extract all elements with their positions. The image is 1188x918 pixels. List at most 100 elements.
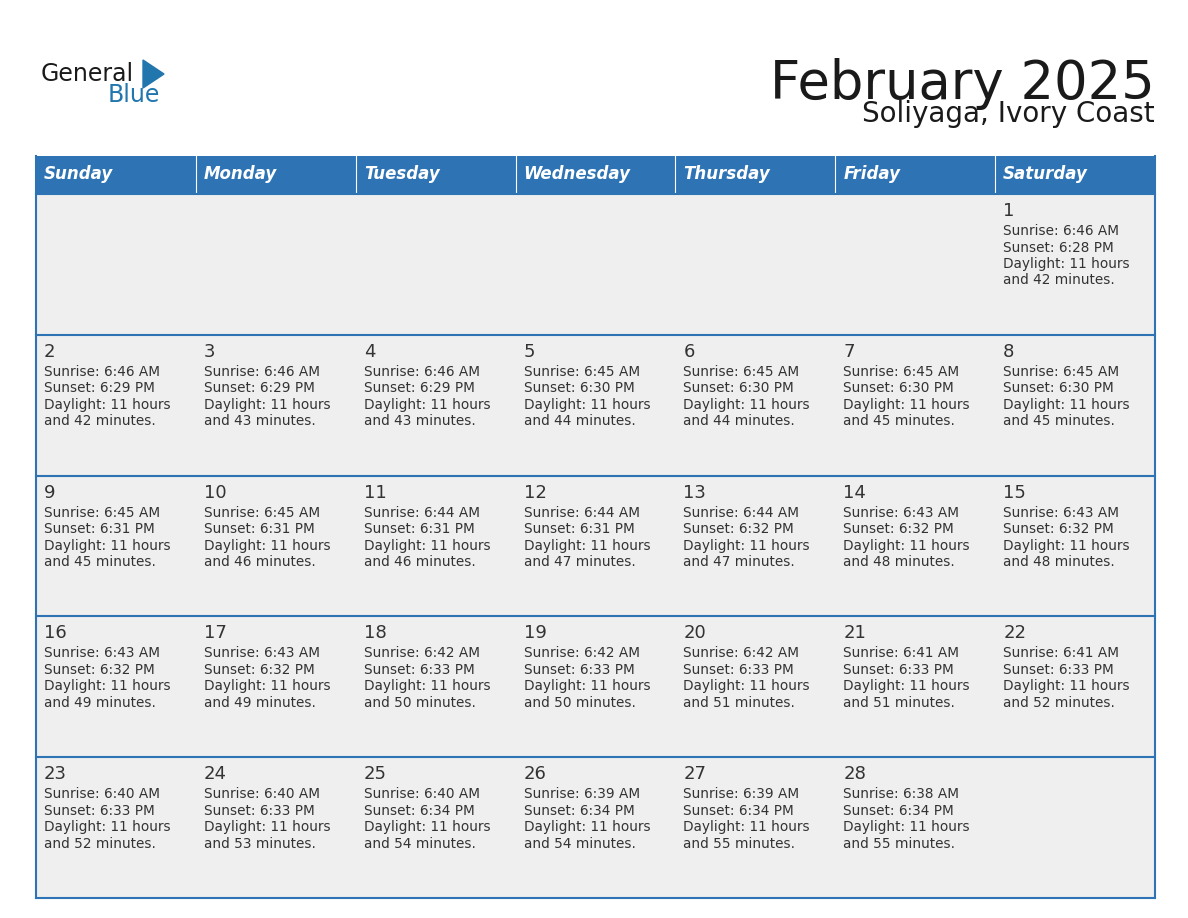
Bar <box>36 194 1155 335</box>
Text: Daylight: 11 hours: Daylight: 11 hours <box>524 397 650 412</box>
Text: Sunrise: 6:42 AM: Sunrise: 6:42 AM <box>524 646 639 660</box>
Text: 7: 7 <box>843 342 855 361</box>
Text: Sunrise: 6:45 AM: Sunrise: 6:45 AM <box>204 506 320 520</box>
Text: Sunrise: 6:41 AM: Sunrise: 6:41 AM <box>843 646 959 660</box>
Text: Sunset: 6:30 PM: Sunset: 6:30 PM <box>1003 381 1114 396</box>
Text: and 53 minutes.: and 53 minutes. <box>204 836 316 851</box>
Text: Sunrise: 6:40 AM: Sunrise: 6:40 AM <box>364 788 480 801</box>
Text: Sunset: 6:28 PM: Sunset: 6:28 PM <box>1003 241 1114 254</box>
Text: Sunset: 6:33 PM: Sunset: 6:33 PM <box>683 663 795 677</box>
Text: Monday: Monday <box>204 165 277 183</box>
Text: Sunset: 6:32 PM: Sunset: 6:32 PM <box>843 522 954 536</box>
Text: Sunrise: 6:45 AM: Sunrise: 6:45 AM <box>843 364 960 379</box>
Text: Sunrise: 6:44 AM: Sunrise: 6:44 AM <box>524 506 639 520</box>
Text: 26: 26 <box>524 766 546 783</box>
Text: Daylight: 11 hours: Daylight: 11 hours <box>204 820 330 834</box>
Text: Soliyaga, Ivory Coast: Soliyaga, Ivory Coast <box>862 100 1155 128</box>
Text: Sunset: 6:30 PM: Sunset: 6:30 PM <box>683 381 795 396</box>
Text: and 47 minutes.: and 47 minutes. <box>524 555 636 569</box>
Text: 24: 24 <box>204 766 227 783</box>
Text: and 55 minutes.: and 55 minutes. <box>843 836 955 851</box>
Text: Sunrise: 6:46 AM: Sunrise: 6:46 AM <box>204 364 320 379</box>
Bar <box>36 757 1155 898</box>
Text: Blue: Blue <box>108 83 160 107</box>
Text: February 2025: February 2025 <box>770 58 1155 110</box>
Text: Sunset: 6:33 PM: Sunset: 6:33 PM <box>524 663 634 677</box>
Text: Daylight: 11 hours: Daylight: 11 hours <box>364 397 491 412</box>
Text: Sunset: 6:29 PM: Sunset: 6:29 PM <box>44 381 154 396</box>
Text: Sunset: 6:32 PM: Sunset: 6:32 PM <box>1003 522 1114 536</box>
Bar <box>36 616 1155 757</box>
Text: Sunrise: 6:44 AM: Sunrise: 6:44 AM <box>364 506 480 520</box>
Text: and 46 minutes.: and 46 minutes. <box>364 555 475 569</box>
Bar <box>996 156 1155 194</box>
Text: Sunrise: 6:40 AM: Sunrise: 6:40 AM <box>204 788 320 801</box>
Text: and 50 minutes.: and 50 minutes. <box>364 696 475 710</box>
Text: 28: 28 <box>843 766 866 783</box>
Bar <box>36 335 1155 476</box>
Text: 20: 20 <box>683 624 706 643</box>
Text: Friday: Friday <box>843 165 901 183</box>
Text: 4: 4 <box>364 342 375 361</box>
Text: Sunrise: 6:45 AM: Sunrise: 6:45 AM <box>44 506 160 520</box>
Text: and 48 minutes.: and 48 minutes. <box>843 555 955 569</box>
Text: 25: 25 <box>364 766 387 783</box>
Text: and 48 minutes.: and 48 minutes. <box>1003 555 1114 569</box>
Text: and 42 minutes.: and 42 minutes. <box>1003 274 1114 287</box>
Text: Sunset: 6:33 PM: Sunset: 6:33 PM <box>843 663 954 677</box>
Text: 17: 17 <box>204 624 227 643</box>
Text: Daylight: 11 hours: Daylight: 11 hours <box>683 539 810 553</box>
Text: Daylight: 11 hours: Daylight: 11 hours <box>843 679 969 693</box>
Text: 13: 13 <box>683 484 707 501</box>
Text: Sunset: 6:32 PM: Sunset: 6:32 PM <box>204 663 315 677</box>
Text: 23: 23 <box>44 766 67 783</box>
Bar <box>36 476 1155 616</box>
Text: Sunset: 6:31 PM: Sunset: 6:31 PM <box>44 522 154 536</box>
Text: Sunset: 6:33 PM: Sunset: 6:33 PM <box>204 803 315 818</box>
Text: Sunrise: 6:43 AM: Sunrise: 6:43 AM <box>204 646 320 660</box>
Text: Daylight: 11 hours: Daylight: 11 hours <box>843 397 969 412</box>
Text: and 50 minutes.: and 50 minutes. <box>524 696 636 710</box>
Text: Saturday: Saturday <box>1003 165 1088 183</box>
Text: Sunset: 6:32 PM: Sunset: 6:32 PM <box>683 522 795 536</box>
Text: and 43 minutes.: and 43 minutes. <box>364 414 475 429</box>
Text: Sunset: 6:32 PM: Sunset: 6:32 PM <box>44 663 154 677</box>
Text: 5: 5 <box>524 342 535 361</box>
Text: and 45 minutes.: and 45 minutes. <box>1003 414 1116 429</box>
Text: Daylight: 11 hours: Daylight: 11 hours <box>683 397 810 412</box>
Text: and 49 minutes.: and 49 minutes. <box>204 696 316 710</box>
Text: Sunset: 6:31 PM: Sunset: 6:31 PM <box>204 522 315 536</box>
Text: Thursday: Thursday <box>683 165 770 183</box>
Text: Sunrise: 6:45 AM: Sunrise: 6:45 AM <box>524 364 639 379</box>
Text: Daylight: 11 hours: Daylight: 11 hours <box>44 397 171 412</box>
Text: and 44 minutes.: and 44 minutes. <box>683 414 795 429</box>
Text: Sunrise: 6:46 AM: Sunrise: 6:46 AM <box>364 364 480 379</box>
Text: Sunday: Sunday <box>44 165 113 183</box>
Text: Sunrise: 6:43 AM: Sunrise: 6:43 AM <box>843 506 959 520</box>
Text: and 47 minutes.: and 47 minutes. <box>683 555 795 569</box>
Text: Daylight: 11 hours: Daylight: 11 hours <box>683 679 810 693</box>
Polygon shape <box>143 60 164 88</box>
Text: Wednesday: Wednesday <box>524 165 631 183</box>
Text: 27: 27 <box>683 766 707 783</box>
Text: Sunrise: 6:45 AM: Sunrise: 6:45 AM <box>1003 364 1119 379</box>
Text: Sunset: 6:33 PM: Sunset: 6:33 PM <box>44 803 154 818</box>
Bar <box>196 156 355 194</box>
Text: Daylight: 11 hours: Daylight: 11 hours <box>364 679 491 693</box>
Text: 19: 19 <box>524 624 546 643</box>
Text: 8: 8 <box>1003 342 1015 361</box>
Text: and 54 minutes.: and 54 minutes. <box>524 836 636 851</box>
Text: Sunset: 6:34 PM: Sunset: 6:34 PM <box>843 803 954 818</box>
Text: Daylight: 11 hours: Daylight: 11 hours <box>524 820 650 834</box>
Text: and 42 minutes.: and 42 minutes. <box>44 414 156 429</box>
Text: Daylight: 11 hours: Daylight: 11 hours <box>843 820 969 834</box>
Text: and 54 minutes.: and 54 minutes. <box>364 836 475 851</box>
Text: and 55 minutes.: and 55 minutes. <box>683 836 796 851</box>
Text: Sunset: 6:34 PM: Sunset: 6:34 PM <box>524 803 634 818</box>
Bar <box>516 156 676 194</box>
Text: and 52 minutes.: and 52 minutes. <box>1003 696 1116 710</box>
Text: Daylight: 11 hours: Daylight: 11 hours <box>524 539 650 553</box>
Text: Sunrise: 6:43 AM: Sunrise: 6:43 AM <box>1003 506 1119 520</box>
Text: General: General <box>42 62 134 86</box>
Text: Sunset: 6:29 PM: Sunset: 6:29 PM <box>204 381 315 396</box>
